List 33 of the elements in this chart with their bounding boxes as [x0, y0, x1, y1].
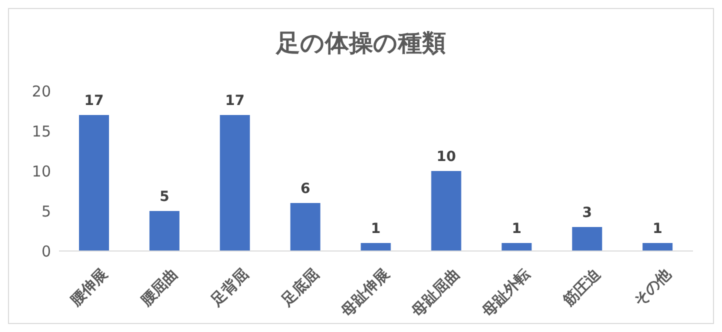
bar [360, 243, 391, 251]
data-label: 6 [300, 181, 310, 197]
y-tick-label: 20 [32, 82, 51, 100]
data-label: 1 [512, 221, 522, 237]
bar [149, 211, 180, 251]
x-tick-label: その他 [630, 264, 676, 310]
bar [572, 227, 602, 251]
bar [290, 203, 320, 251]
x-tick-label: 母趾外転 [478, 265, 534, 321]
y-tick-label: 0 [41, 242, 51, 260]
y-tick-label: 5 [41, 202, 51, 220]
x-tick-label: 母趾伸展 [336, 265, 393, 321]
data-label: 1 [370, 221, 381, 237]
x-tick-label: 足背屈 [206, 265, 252, 310]
x-tick-label: 母趾屈曲 [407, 265, 464, 321]
data-label: 10 [436, 149, 456, 165]
data-label: 17 [84, 93, 104, 109]
data-label: 5 [160, 189, 170, 205]
bar [431, 171, 462, 251]
y-tick-label: 15 [32, 122, 51, 140]
bar [220, 115, 250, 251]
bar [79, 115, 109, 251]
data-label: 3 [582, 205, 592, 221]
x-tick-label: 足底屈 [277, 265, 322, 310]
x-tick-label: 筋圧迫 [558, 264, 605, 310]
chart-title: 足の体操の種類 [274, 28, 447, 59]
y-tick-label: 10 [32, 162, 51, 180]
x-tick-label: 腰伸展 [66, 265, 111, 310]
x-tick-label: 腰屈曲 [136, 265, 182, 310]
bar [502, 243, 532, 251]
data-label: 1 [652, 221, 662, 237]
data-label: 17 [225, 93, 245, 109]
bar [642, 243, 673, 251]
